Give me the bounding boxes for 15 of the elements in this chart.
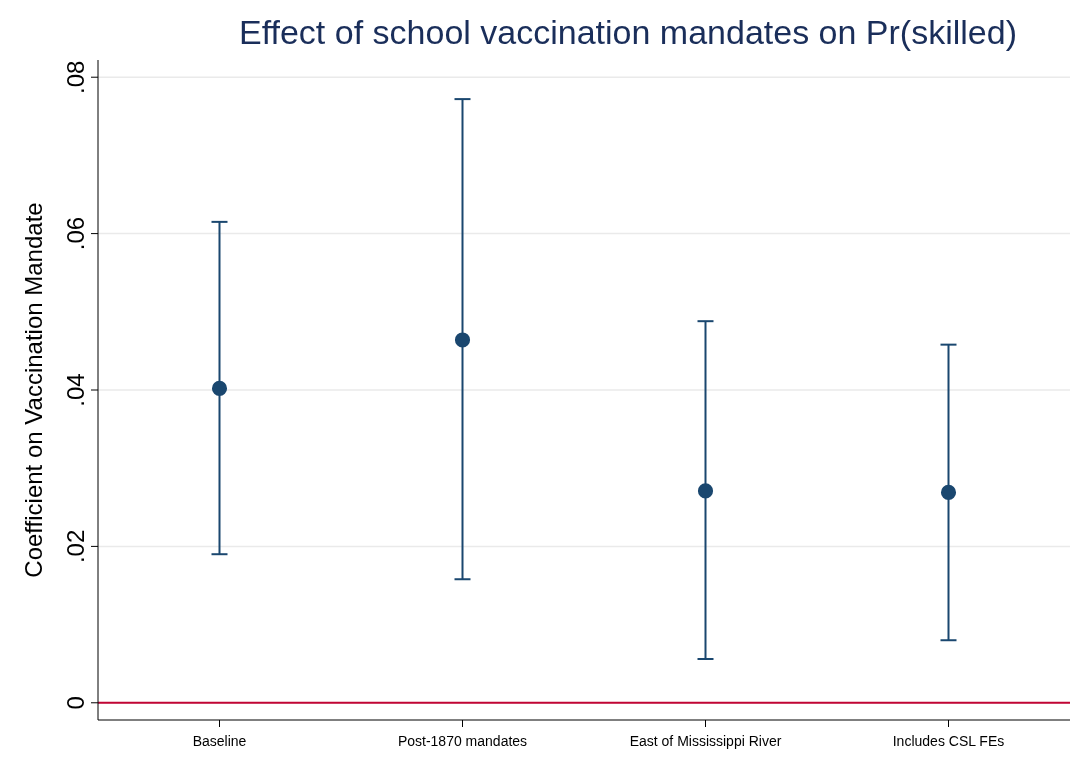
point	[697, 483, 714, 499]
x-tick-label: East of Mississippi River	[629, 733, 782, 749]
y-tick-label: .06	[62, 216, 89, 251]
point	[211, 380, 228, 396]
y-axis-title: Coefficient on Vaccination Mandate	[20, 202, 47, 578]
y-tick-label: 0	[62, 696, 89, 710]
x-tick-label: Baseline	[192, 733, 247, 749]
y-tick-label: .08	[62, 60, 89, 94]
y-tick-label: .04	[62, 373, 89, 407]
x-tick-label: Post-1870 mandates	[397, 733, 528, 749]
point	[454, 332, 471, 348]
x-tick-label: Includes CSL FEs	[892, 733, 1005, 749]
point	[940, 484, 957, 500]
chart-title: Effect of school vaccination mandates on Pr(skilled)	[239, 13, 1017, 51]
y-tick-label: .02	[62, 529, 89, 564]
